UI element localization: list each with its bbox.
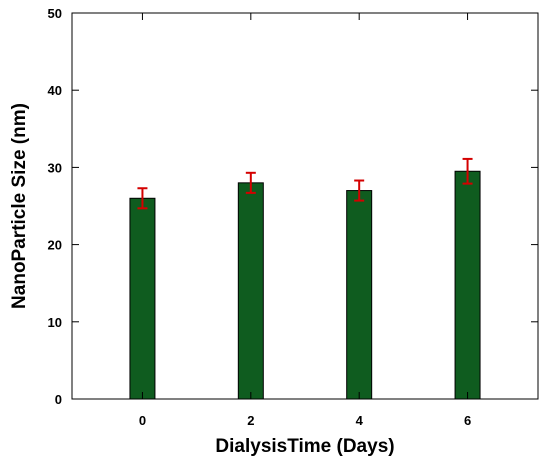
error-bar-0 xyxy=(137,187,148,210)
plot-frame xyxy=(71,12,539,400)
bar-0 xyxy=(129,197,156,400)
y-tick-label-50: 50 xyxy=(48,6,62,21)
bar-4 xyxy=(346,190,373,400)
x-tick-label-0: 0 xyxy=(139,413,146,428)
error-bar-6 xyxy=(462,157,473,185)
x-axis-label: DialysisTime (Days) xyxy=(215,436,394,457)
x-tick-label-6: 6 xyxy=(464,413,471,428)
y-tick-label-10: 10 xyxy=(48,315,62,330)
error-bar-2 xyxy=(245,171,256,194)
y-axis-label: NanoParticle Size (nm) xyxy=(9,103,30,309)
x-tick-label-2: 2 xyxy=(247,413,254,428)
y-tick-label-0: 0 xyxy=(55,392,62,407)
y-tick-label-20: 20 xyxy=(48,238,62,253)
y-tick-label-40: 40 xyxy=(48,83,62,98)
bar-6 xyxy=(454,170,481,400)
y-tick-label-30: 30 xyxy=(48,160,62,175)
bar-2 xyxy=(237,182,264,400)
y-axis: 0 10 20 30 40 50 xyxy=(48,6,538,407)
x-tick-label-4: 4 xyxy=(356,413,364,428)
error-bars-layer xyxy=(137,157,473,210)
error-bar-4 xyxy=(354,179,365,202)
bars-layer xyxy=(129,170,481,400)
x-axis: 0 2 4 6 xyxy=(139,13,471,428)
